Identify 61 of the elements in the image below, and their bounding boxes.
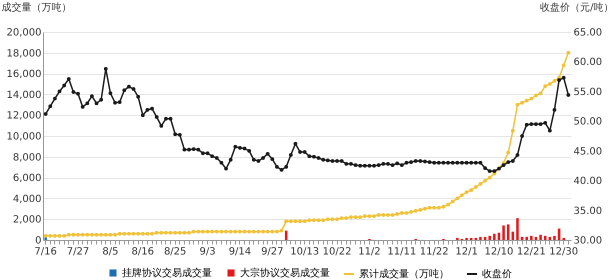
x-tick-label: 12/21: [516, 246, 546, 258]
x-tick-label: 8/5: [102, 246, 118, 258]
x-tick-label: 12/10: [484, 246, 514, 258]
bar: [512, 232, 514, 240]
y-tick-label: 10,000: [6, 132, 42, 142]
y-tick-label: 12,000: [6, 110, 42, 122]
bar: [534, 236, 538, 240]
x-tick-label: 10/13: [290, 246, 320, 258]
bar: [498, 232, 500, 240]
bar: [493, 234, 496, 240]
x-tick-label: 7/16: [34, 246, 57, 258]
bar: [484, 236, 486, 240]
bar: [520, 236, 524, 240]
x-tick-label: 9/14: [228, 246, 252, 258]
legend-label: 累计成交量（万吨）: [359, 268, 449, 280]
y2-tick-label: 65.00: [574, 28, 602, 38]
y-tick-label: 18,000: [6, 48, 42, 60]
y2-tick-label: 50.00: [574, 116, 602, 128]
y2-tick-label: 45.00: [574, 146, 602, 158]
bar: [553, 236, 556, 240]
y-tick-label: 20,000: [6, 28, 42, 38]
y-tick-label: 0: [35, 236, 42, 246]
bar: [539, 234, 542, 240]
x-tick-label: 11/11: [387, 246, 416, 258]
x-tick-label: 9/27: [261, 246, 284, 258]
y-tick-label: 16,000: [6, 69, 42, 80]
x-tick-label: 12/1: [455, 246, 478, 258]
y-tick-label: 14,000: [6, 90, 42, 101]
legend-label: 大宗协议交易成交量: [240, 267, 330, 279]
bar: [284, 230, 288, 240]
bar: [544, 236, 546, 240]
bar: [502, 225, 505, 240]
y-tick-label: 4,000: [12, 194, 42, 205]
legend-label: 收盘价: [482, 268, 512, 280]
y2-tick-label: 60.00: [574, 57, 602, 68]
bar: [506, 224, 510, 240]
y-tick-label: 6,000: [12, 173, 42, 184]
y2-tick-label: 55.00: [574, 86, 602, 98]
x-tick-label: 10/22: [322, 246, 352, 258]
x-tick-label: 8/16: [132, 246, 154, 258]
y-tick-label: 8,000: [12, 152, 42, 164]
x-tick-label: 8/25: [164, 246, 186, 258]
x-tick-label: 12/30: [549, 246, 578, 258]
bar: [479, 236, 482, 240]
bar: [516, 218, 519, 240]
bar: [530, 236, 533, 240]
legend-label: 挂牌协议交易成交量: [122, 267, 212, 279]
y2-tick-label: 35.00: [574, 206, 602, 217]
bar: [558, 228, 560, 240]
x-tick-label: 7/27: [66, 246, 90, 258]
y-tick-label: 2,000: [12, 214, 42, 226]
y2-tick-label: 40.00: [574, 176, 602, 188]
bar: [548, 236, 552, 240]
x-tick-label: 11/22: [420, 246, 449, 258]
y2-axis-title: 收盘价（元/吨）: [540, 2, 611, 14]
x-tick-label: 11/2: [358, 246, 381, 258]
x-tick-label: 9/3: [200, 246, 216, 258]
y-axis-title: 成交量（万吨）: [2, 2, 72, 14]
y2-tick-label: 30.00: [574, 236, 602, 246]
bar: [488, 236, 491, 240]
bar: [525, 236, 528, 240]
